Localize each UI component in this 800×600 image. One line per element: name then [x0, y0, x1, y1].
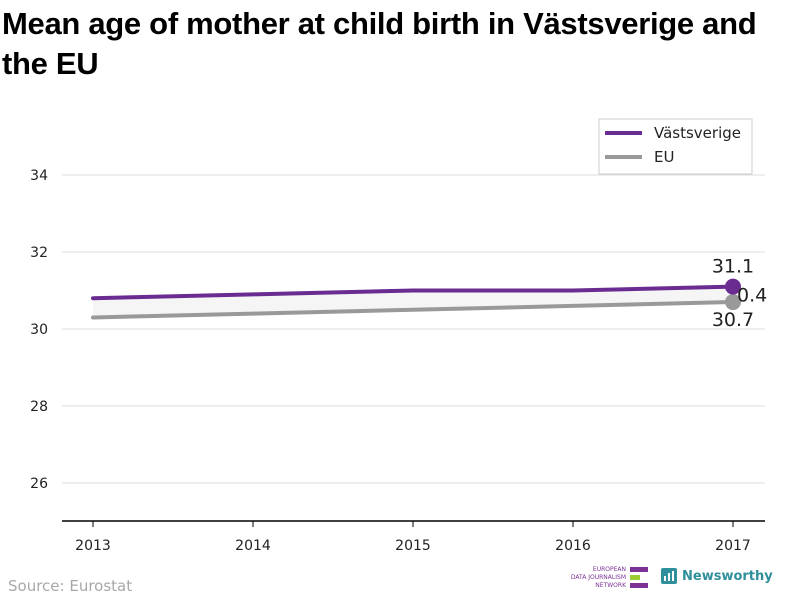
series-line-eu [91, 300, 735, 320]
x-tick-label-2014: 2014 [235, 538, 271, 554]
series-line-v-stsverige [91, 284, 735, 301]
edjn-bar-purple [630, 567, 648, 572]
legend-label-v-stsverige: Västsverige [654, 124, 741, 142]
newsworthy-wordmark: Newsworthy [682, 568, 773, 584]
edjn-bar-green [630, 575, 640, 580]
end-marker-v-stsverige [725, 278, 741, 295]
edjn-logo: EUROPEAN DATA JOURNALISM NETWORK [568, 566, 648, 590]
x-tick-label-2017: 2017 [715, 538, 751, 554]
legend-label-eu: EU [654, 148, 674, 166]
legend-box [598, 118, 753, 175]
edjn-bar-purple-2 [630, 583, 648, 588]
y-tick-label-28: 28 [30, 399, 48, 415]
x-tick-label-2013: 2013 [75, 538, 111, 554]
legend: Västsverige EU [598, 118, 753, 175]
edjn-line-1: EUROPEAN [592, 566, 626, 573]
y-tick-label-30: 30 [30, 322, 48, 338]
newsworthy-logo: Newsworthy [661, 566, 773, 586]
x-tick-label-2016: 2016 [555, 538, 591, 554]
source-note: Source: Eurostat [8, 577, 133, 595]
y-tick-label-26: 26 [30, 476, 48, 492]
y-tick-label-34: 34 [30, 168, 48, 184]
edjn-line-3: NETWORK [595, 582, 626, 589]
newsworthy-icon [661, 568, 677, 584]
chart-title: Mean age of mother at child birth in Väs… [2, 6, 757, 81]
value-label-2: 30.7 [712, 309, 754, 331]
end-marker-eu [725, 294, 741, 311]
edjn-line-2: DATA JOURNALISM [570, 574, 626, 581]
value-label-0: 31.1 [712, 256, 754, 278]
y-tick-label-32: 32 [30, 245, 48, 261]
value-label-1: 0.4 [737, 284, 767, 306]
x-tick-label-2015: 2015 [395, 538, 431, 554]
